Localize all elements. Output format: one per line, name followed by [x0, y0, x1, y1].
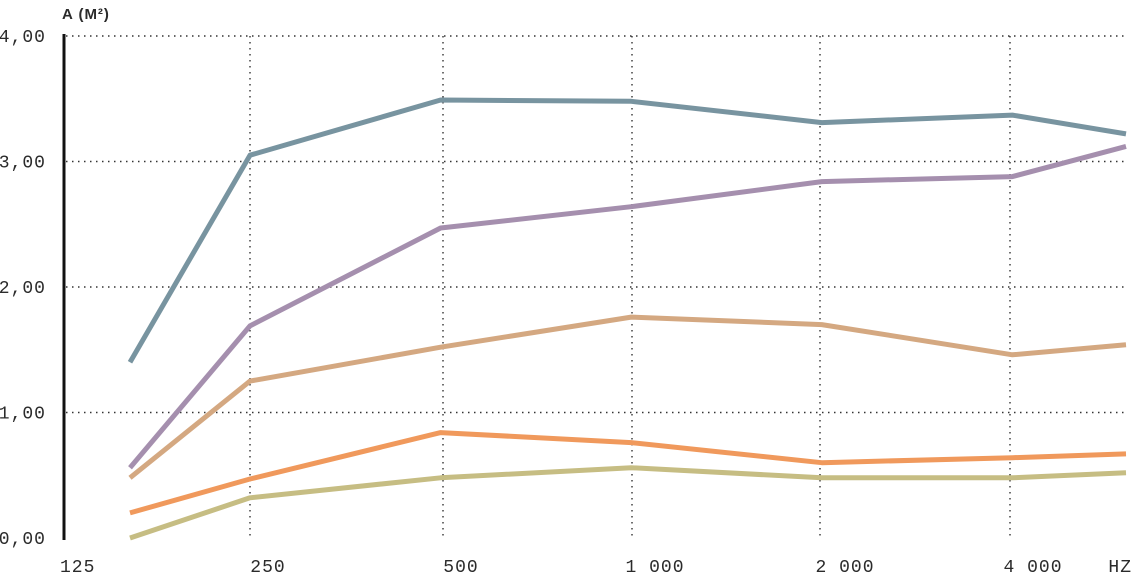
- x-axis-title: HZ: [1108, 558, 1132, 578]
- x-tick-label: 125: [60, 558, 95, 578]
- series-line-4: [129, 430, 1127, 516]
- y-tick-label: 3,00: [0, 154, 46, 174]
- series-line-1: [127, 97, 1127, 364]
- y-tick-label: 2,00: [0, 279, 46, 299]
- y-axis-title: A (M²): [62, 6, 110, 23]
- grid: [66, 35, 1126, 538]
- x-tick-label: 500: [443, 558, 478, 578]
- series-line-5: [129, 465, 1127, 541]
- series-line-3: [128, 314, 1127, 480]
- y-tick-labels: 0,00 1,00 2,00 3,00 4,00: [0, 28, 46, 550]
- x-tick-label: 4 000: [1003, 558, 1062, 578]
- y-tick-label: 0,00: [0, 530, 46, 550]
- series-line-2: [128, 143, 1127, 470]
- x-tick-label: 1 000: [625, 558, 684, 578]
- x-tick-labels: 125 250 500 1 000 2 000 4 000: [60, 558, 1062, 578]
- x-tick-label: 250: [250, 558, 285, 578]
- series-lines: [127, 97, 1127, 541]
- y-tick-label: 4,00: [0, 28, 46, 48]
- y-tick-label: 1,00: [0, 405, 46, 425]
- x-tick-label: 2 000: [815, 558, 874, 578]
